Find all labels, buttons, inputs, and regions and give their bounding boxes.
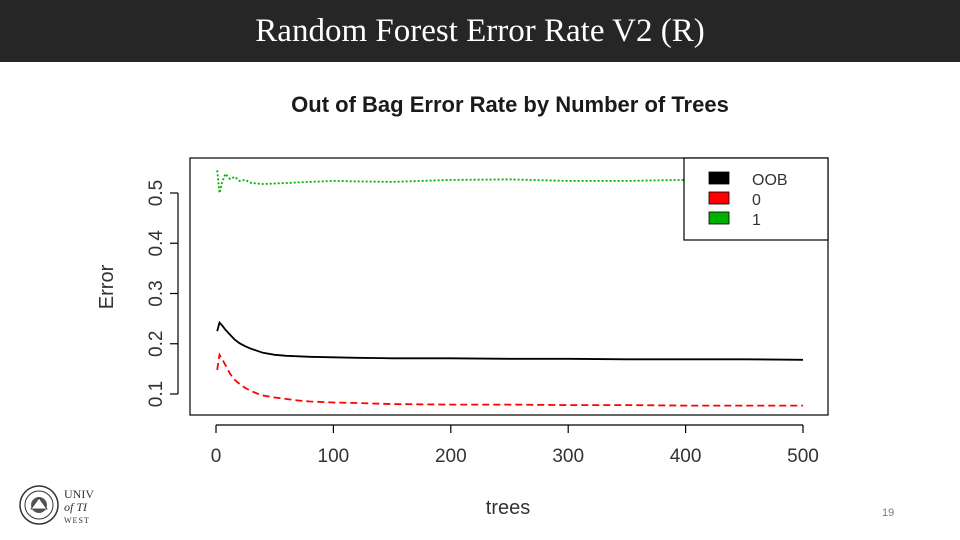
x-tick-label: 200 <box>435 446 467 467</box>
legend-box <box>683 157 829 241</box>
y-tick-label: 0.1 <box>146 381 167 407</box>
legend-label: 0 <box>752 192 761 209</box>
chart-title: Out of Bag Error Rate by Number of Trees <box>291 92 729 117</box>
series-line-oob <box>216 320 804 361</box>
x-tick-label: 300 <box>552 446 584 467</box>
series-line-class-1 <box>216 170 803 194</box>
x-tick-label: 400 <box>670 446 702 467</box>
university-seal-logo <box>19 485 59 525</box>
legend-label: OOB <box>752 172 788 189</box>
plot-frame <box>189 157 829 416</box>
x-tick-label: 0 <box>211 446 222 467</box>
y-tick-label: 0.4 <box>146 230 167 257</box>
logo-text-line3: WEST <box>64 516 90 524</box>
x-axis-label: trees <box>486 497 530 519</box>
x-tick-label: 500 <box>787 446 819 467</box>
slide-title: Random Forest Error Rate V2 (R) <box>255 12 705 49</box>
series-line-class-0 <box>216 352 803 407</box>
legend-label: 1 <box>752 212 761 229</box>
logo-text-line2: of TI <box>64 500 88 514</box>
y-axis-label: Error <box>96 264 118 309</box>
legend-swatch <box>708 191 730 205</box>
y-tick-label: 0.2 <box>146 331 167 357</box>
university-logo-text: UNIV of TI WEST <box>64 488 114 524</box>
logo-text-line1: UNIV <box>64 488 94 501</box>
page-number: 19 <box>882 507 895 519</box>
y-tick-label: 0.3 <box>146 280 167 306</box>
slide-title-bar: Random Forest Error Rate V2 (R) <box>0 0 960 62</box>
x-tick-label: 100 <box>318 446 350 467</box>
legend-swatch <box>708 171 730 185</box>
y-tick-label: 0.5 <box>146 180 167 206</box>
legend-swatch <box>708 211 730 225</box>
